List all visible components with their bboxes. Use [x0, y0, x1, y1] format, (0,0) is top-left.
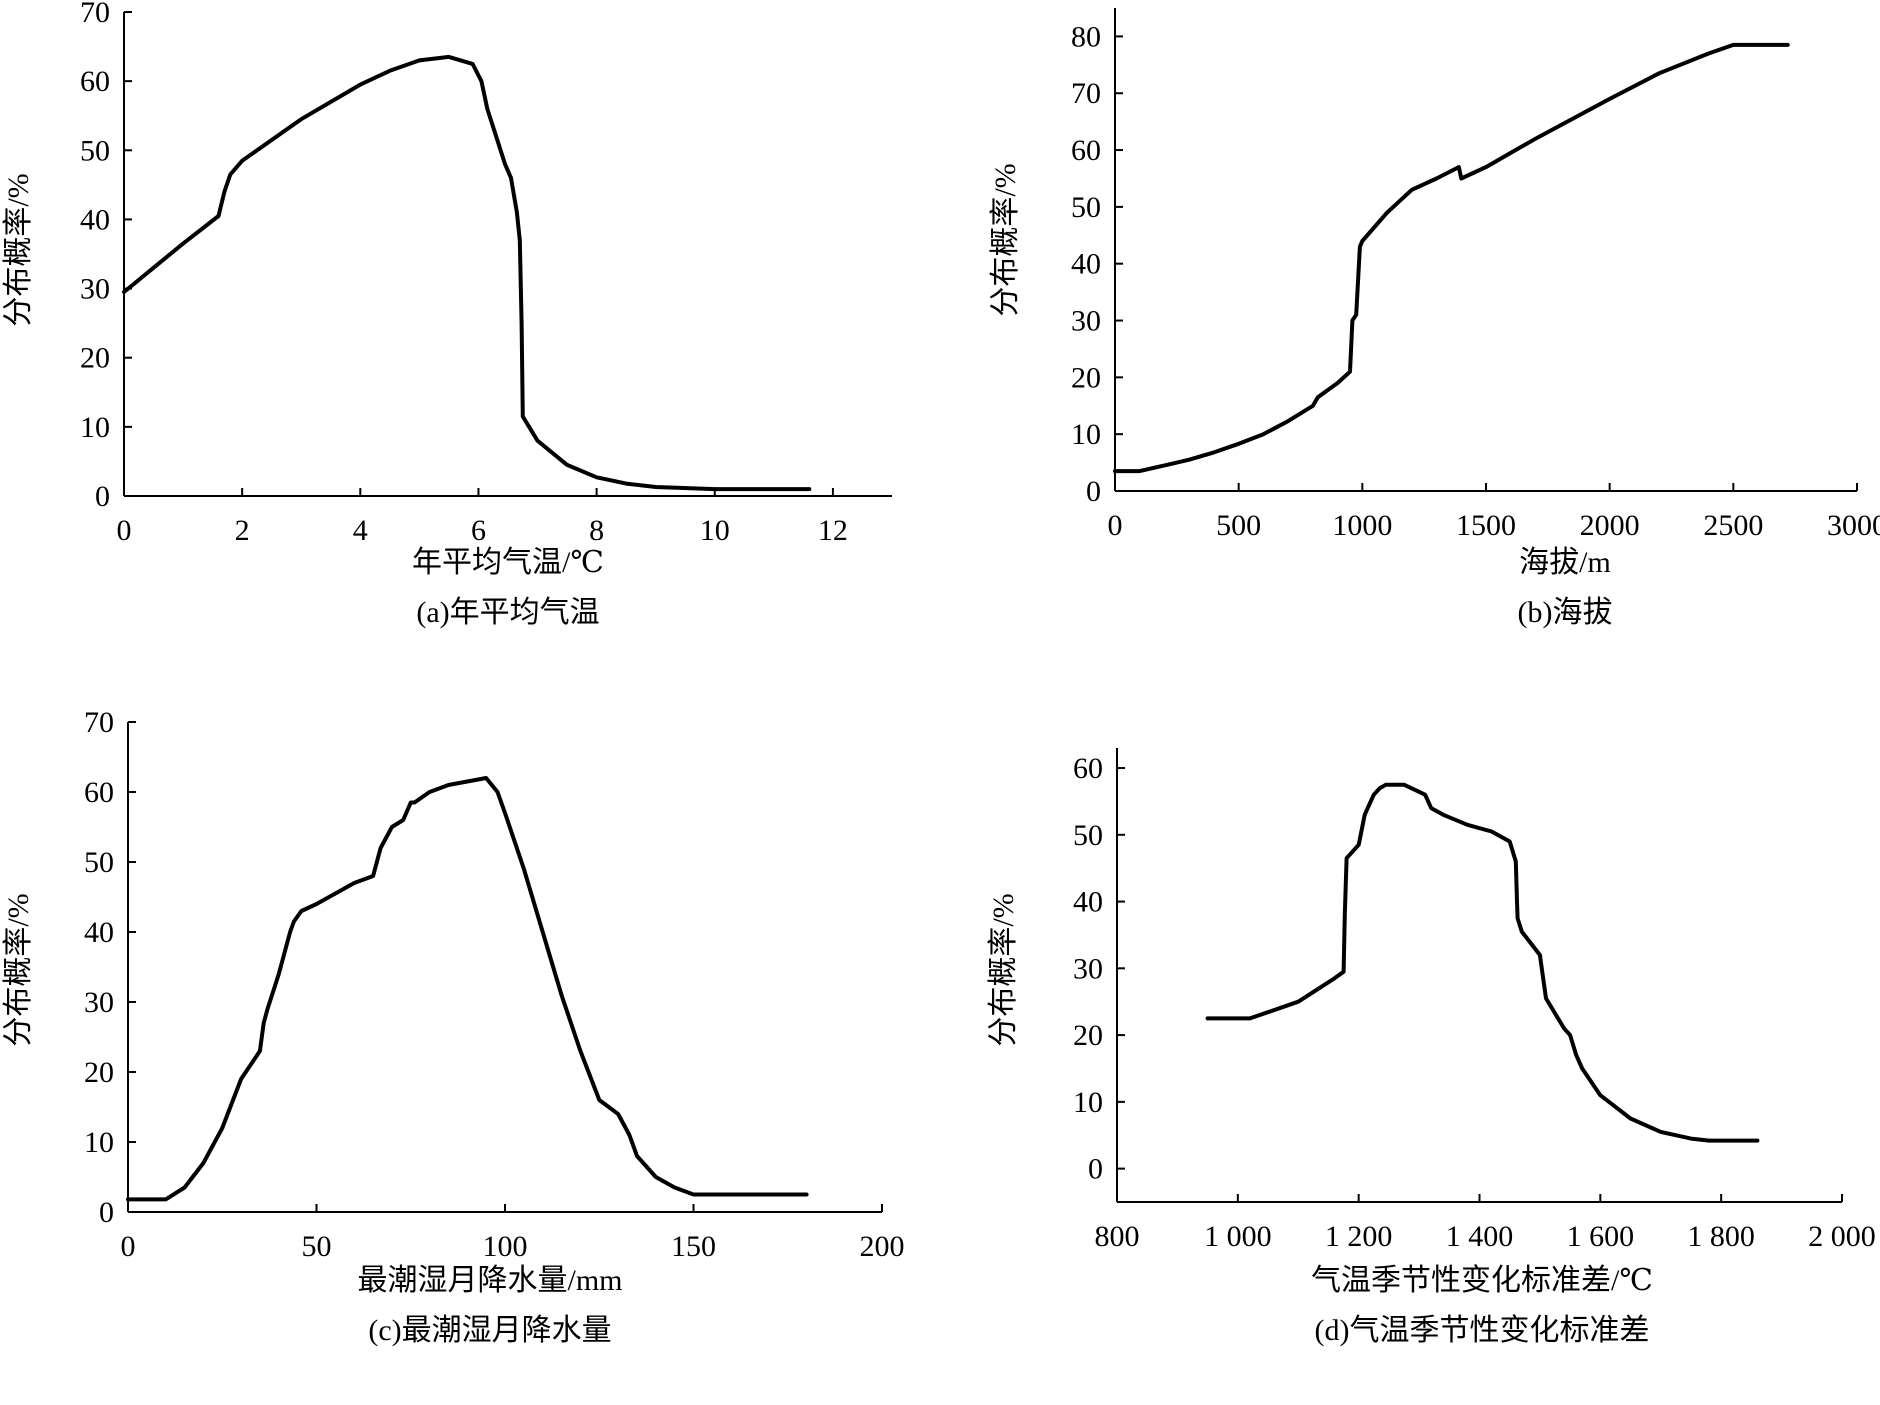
chart-d-y-tick-label: 60 [1073, 752, 1103, 785]
chart-a-y-tick-label: 50 [80, 134, 110, 167]
chart-a-y-tick-label: 30 [80, 273, 110, 306]
chart-c-y-axis-title: 分布概率/% [2, 893, 35, 1046]
chart-d-y-axis-title: 分布概率/% [987, 893, 1020, 1046]
chart-a-y-tick-label: 40 [80, 203, 110, 236]
chart-c-y-tick-label: 40 [84, 916, 114, 949]
chart-a-x-tick-label: 2 [235, 514, 250, 547]
chart-c-x-tick-label: 0 [121, 1230, 136, 1263]
chart-c-x-axis-title: 最潮湿月降水量/mm [357, 1264, 622, 1297]
chart-a-x-tick-label: 12 [818, 514, 848, 547]
chart-b-y-tick-label: 40 [1071, 248, 1101, 281]
chart-a-y-tick-label: 0 [95, 480, 110, 513]
chart-b-x-tick-label: 1500 [1456, 509, 1516, 542]
chart-a-y-axis-title: 分布概率/% [2, 173, 35, 326]
chart-b-x-tick-label: 1000 [1332, 509, 1392, 542]
chart-c-caption: (c)最潮湿月降水量 [368, 1314, 611, 1347]
chart-a-y-tick-label: 10 [80, 411, 110, 444]
chart-b-y-tick-label: 20 [1071, 361, 1101, 394]
chart-b-y-tick-label: 70 [1071, 77, 1101, 110]
chart-a-x-tick-label: 8 [589, 514, 604, 547]
chart-d-y-tick-label: 50 [1073, 819, 1103, 852]
chart-a-y-tick-label: 60 [80, 65, 110, 98]
chart-c-y-tick-label: 70 [84, 706, 114, 739]
chart-c-x-tick-label: 50 [302, 1230, 332, 1263]
chart-d-y-tick-label: 0 [1088, 1153, 1103, 1186]
chart-d-y-tick-label: 40 [1073, 886, 1103, 919]
chart-d-x-axis-title: 气温季节性变化标准差/℃ [1311, 1264, 1653, 1297]
chart-d-x-tick-label: 1 800 [1687, 1220, 1755, 1253]
panel-d: 800 1 000 1 200 1 400 1 600 1 800 2 000 0 10 20 30… [987, 748, 1876, 1347]
chart-c-x-tick-label: 100 [483, 1230, 528, 1263]
chart-d-x-tick-label: 1 200 [1325, 1220, 1393, 1253]
chart-b-x-tick-label: 3000 [1827, 509, 1880, 542]
chart-d-x-tick-label: 2 000 [1808, 1220, 1876, 1253]
chart-a-y-tick-label: 70 [80, 0, 110, 29]
chart-b-x-tick-label: 500 [1216, 509, 1261, 542]
chart-d-x-tick-label: 1 000 [1204, 1220, 1272, 1253]
chart-b-x-tick-label: 2500 [1703, 509, 1763, 542]
chart-d-y-tick-label: 20 [1073, 1019, 1103, 1052]
chart-b-y-axis-title: 分布概率/% [989, 163, 1022, 316]
chart-c-series-line [126, 776, 809, 1202]
panel-b: 0 500 1000 1500 2000 2500 3000 0 10 20 30 40 50 60 70 8… [989, 8, 1880, 629]
chart-b-series-line [1113, 42, 1790, 474]
panel-a: 0 2 4 6 8 10 12 0 10 20 30 40 50 60 70 分布概率/% 年平均气温/℃ (a)… [2, 0, 892, 629]
chart-d-y-tick-label: 30 [1073, 952, 1103, 985]
chart-b-x-axis-title: 海拔/m [1519, 546, 1611, 579]
chart-a-x-axis-title: 年平均气温/℃ [412, 546, 604, 579]
chart-c-x-tick-label: 200 [860, 1230, 905, 1263]
panel-c: 0 50 100 150 200 0 10 20 30 40 50 60 70 分布概率/% 最潮湿月降水量… [2, 706, 905, 1347]
chart-c-y-tick-label: 50 [84, 846, 114, 879]
chart-c-y-tick-label: 20 [84, 1056, 114, 1089]
chart-c-y-tick-label: 60 [84, 776, 114, 809]
chart-b-y-tick-label: 10 [1071, 418, 1101, 451]
chart-b-x-tick-label: 2000 [1580, 509, 1640, 542]
chart-b-y-tick-label: 0 [1086, 475, 1101, 508]
chart-b-y-tick-label: 80 [1071, 20, 1101, 53]
chart-d-x-tick-label: 1 600 [1567, 1220, 1635, 1253]
chart-c-y-tick-label: 0 [99, 1196, 114, 1229]
chart-b-caption: (b)海拔 [1518, 596, 1613, 629]
chart-a-x-tick-label: 10 [700, 514, 730, 547]
chart-d-caption: (d)气温季节性变化标准差 [1315, 1314, 1650, 1347]
chart-b-y-tick-label: 50 [1071, 191, 1101, 224]
chart-c-y-tick-label: 30 [84, 986, 114, 1019]
chart-d-x-tick-label: 800 [1095, 1220, 1140, 1253]
chart-d-series-line [1205, 782, 1760, 1143]
chart-c-y-tick-label: 10 [84, 1126, 114, 1159]
chart-a-x-tick-label: 4 [353, 514, 368, 547]
chart-c-x-tick-label: 150 [671, 1230, 716, 1263]
chart-a-x-tick-label: 0 [117, 514, 132, 547]
chart-a-series-line [122, 54, 812, 492]
chart-a-y-tick-label: 20 [80, 342, 110, 375]
chart-b-y-tick-label: 60 [1071, 134, 1101, 167]
chart-b-y-tick-label: 30 [1071, 305, 1101, 338]
chart-a-caption: (a)年平均气温 [416, 596, 599, 629]
chart-a-x-tick-label: 6 [471, 514, 486, 547]
chart-d-y-tick-label: 10 [1073, 1086, 1103, 1119]
chart-b-x-tick-label: 0 [1108, 509, 1123, 542]
chart-d-x-tick-label: 1 400 [1446, 1220, 1514, 1253]
